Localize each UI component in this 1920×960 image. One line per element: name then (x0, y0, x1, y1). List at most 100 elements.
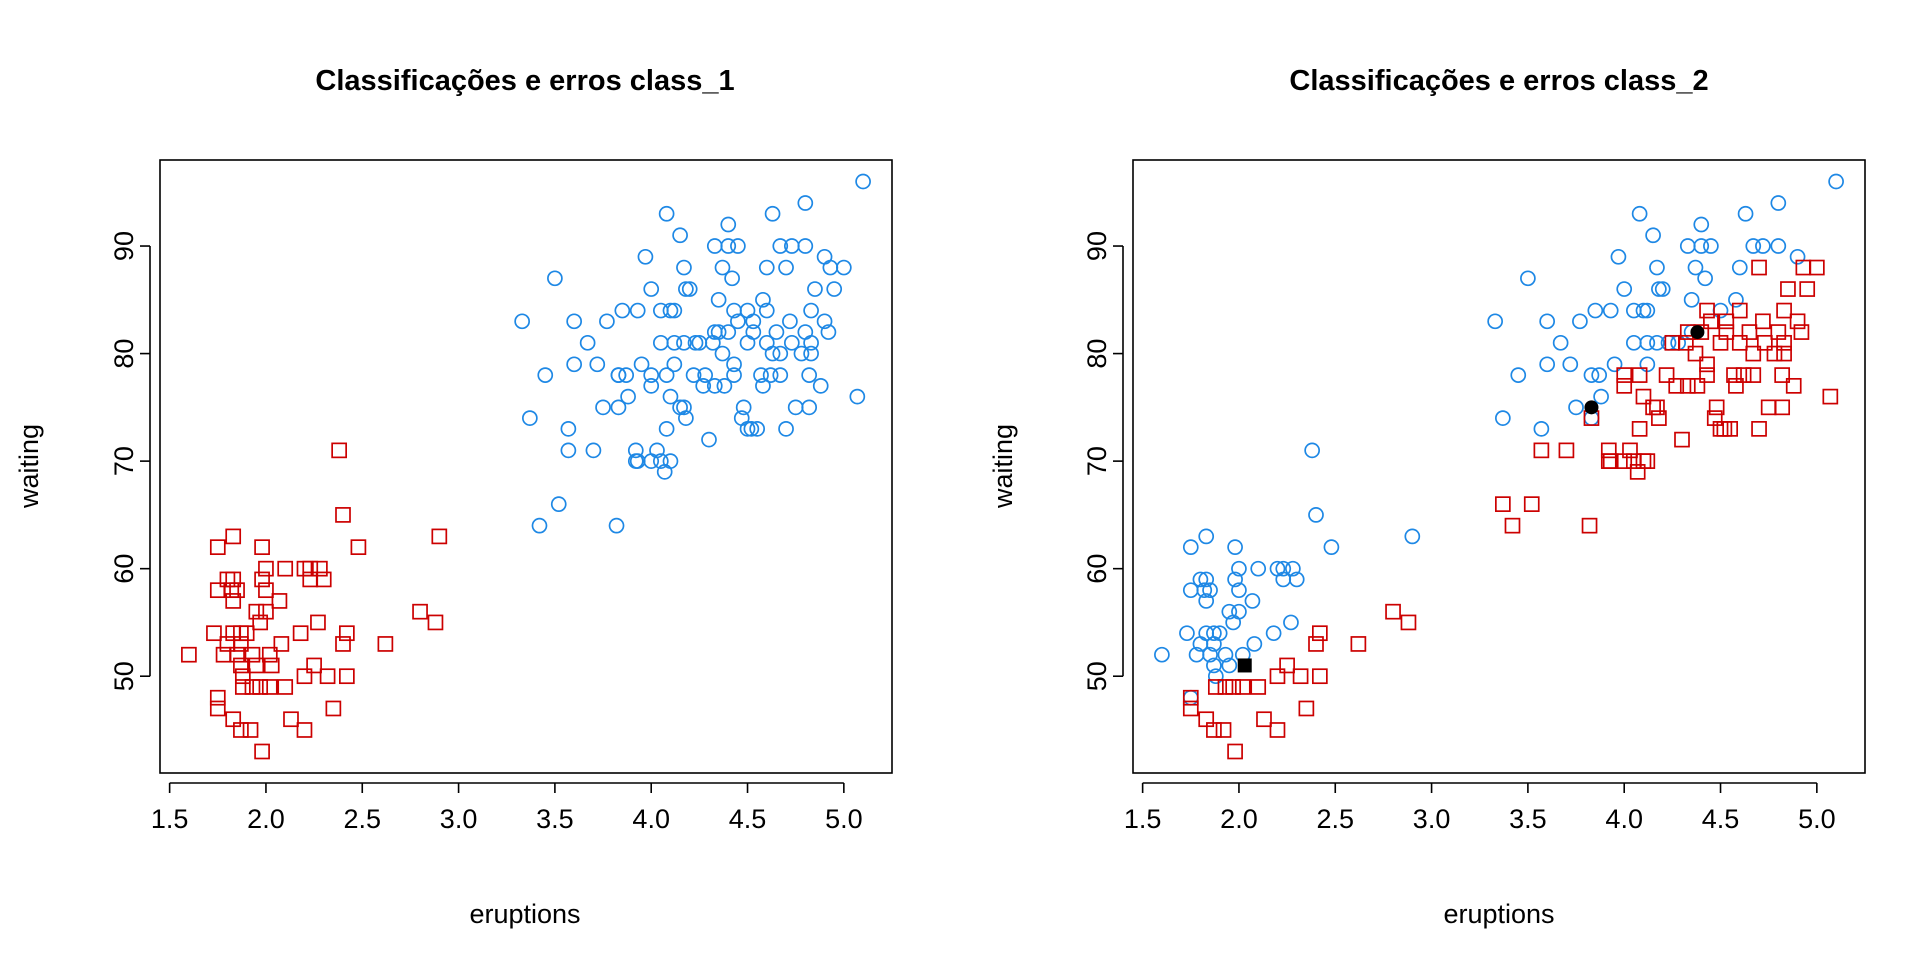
point-square (1689, 377, 1706, 394)
point-square (1726, 367, 1742, 383)
point-square (271, 593, 288, 609)
point-circle (801, 367, 818, 383)
point-circle (658, 421, 675, 437)
point-square (1708, 399, 1725, 416)
point-square (412, 603, 428, 620)
point-circle (1495, 410, 1511, 426)
point-circle (1202, 646, 1218, 663)
point-square (1616, 377, 1633, 394)
point-circle (730, 238, 746, 254)
point-circle (762, 367, 779, 383)
point-circle (1250, 560, 1267, 577)
point-square (1687, 345, 1704, 362)
point-circle (610, 399, 627, 416)
point-circle (676, 334, 692, 351)
point-square (319, 668, 336, 685)
point-circle (797, 324, 814, 340)
error-point-circle (1584, 400, 1599, 415)
point-circle (627, 453, 644, 469)
point-circle (1179, 625, 1195, 642)
point-square (302, 571, 319, 588)
point-circle (1703, 238, 1719, 254)
point-square (1207, 679, 1224, 695)
point-square (1799, 281, 1816, 297)
point-circle (1265, 625, 1282, 642)
point-circle (547, 270, 563, 287)
point-circle (595, 399, 611, 416)
y-tick-label: 80 (1082, 339, 1112, 369)
x-tick-label: 2.5 (1316, 804, 1354, 834)
point-circle (778, 421, 794, 437)
point-circle (803, 345, 819, 362)
point-circle (772, 367, 789, 383)
point-square (1699, 302, 1715, 319)
point-circle (716, 377, 733, 394)
point-square (335, 636, 351, 652)
point-circle (710, 291, 727, 308)
x-axis-label: eruptions (469, 899, 580, 929)
chart-title: Classificações e erros class_2 (1289, 65, 1708, 97)
point-square (1635, 453, 1652, 469)
y-tick-label: 70 (1082, 446, 1112, 476)
point-circle (1572, 313, 1588, 330)
point-circle (1770, 195, 1787, 211)
point-circle (662, 302, 679, 319)
point-circle (724, 270, 740, 287)
point-circle (764, 205, 781, 222)
chart-title: Classificações e erros class_1 (315, 65, 734, 97)
point-square (1649, 399, 1665, 416)
point-circle (620, 388, 636, 405)
point-circle (772, 238, 789, 254)
point-circle (1631, 205, 1648, 222)
point-square (1312, 625, 1328, 642)
point-circle (652, 334, 669, 351)
point-square (1558, 442, 1575, 459)
x-tick-label: 3.5 (1509, 804, 1547, 834)
point-circle (643, 281, 660, 297)
point-circle (610, 367, 627, 383)
point-square (310, 614, 326, 631)
point-circle (1231, 560, 1247, 577)
point-square (1760, 399, 1777, 416)
point-square (233, 657, 249, 674)
scatter-panel-class-1: Classificações e erros class_1 eruptions… (14, 65, 893, 929)
point-circle (1649, 334, 1665, 351)
point-circle (726, 367, 742, 383)
point-circle (745, 313, 762, 330)
y-axis: 50 60 70 80 90 (1082, 231, 1124, 691)
point-square (1292, 668, 1309, 685)
point-square (248, 657, 265, 674)
point-square (296, 668, 313, 685)
point-square (1504, 517, 1521, 534)
point-square (277, 679, 294, 695)
point-square (283, 711, 299, 728)
point-circle (1198, 593, 1215, 609)
point-square (273, 636, 290, 652)
point-circle (1487, 313, 1503, 330)
point-circle (1645, 227, 1661, 244)
point-circle (637, 248, 654, 265)
point-square (1629, 464, 1646, 480)
point-circle (739, 302, 756, 319)
point-circle (1304, 442, 1320, 459)
x-axis: 1.5 2.0 2.5 3.0 3.5 4.0 4.5 5.0 (1124, 782, 1836, 834)
x-tick-label: 4.5 (729, 804, 767, 834)
point-square (1674, 431, 1690, 448)
point-circle (666, 334, 683, 351)
point-circle (1755, 238, 1771, 254)
point-square (1206, 722, 1222, 738)
point-square (209, 539, 226, 556)
point-circle (812, 377, 829, 394)
point-square (1269, 722, 1286, 738)
point-circle (589, 356, 606, 373)
point-square (234, 668, 251, 685)
point-circle (1196, 582, 1213, 599)
point-circle (739, 421, 756, 437)
point-circle (803, 302, 819, 319)
point-square (1182, 689, 1199, 706)
point-circle (1244, 593, 1261, 609)
point-circle (1562, 356, 1579, 373)
point-circle (1602, 302, 1619, 319)
x-tick-label: 2.0 (247, 804, 285, 834)
x-tick-label: 4.0 (632, 804, 670, 834)
